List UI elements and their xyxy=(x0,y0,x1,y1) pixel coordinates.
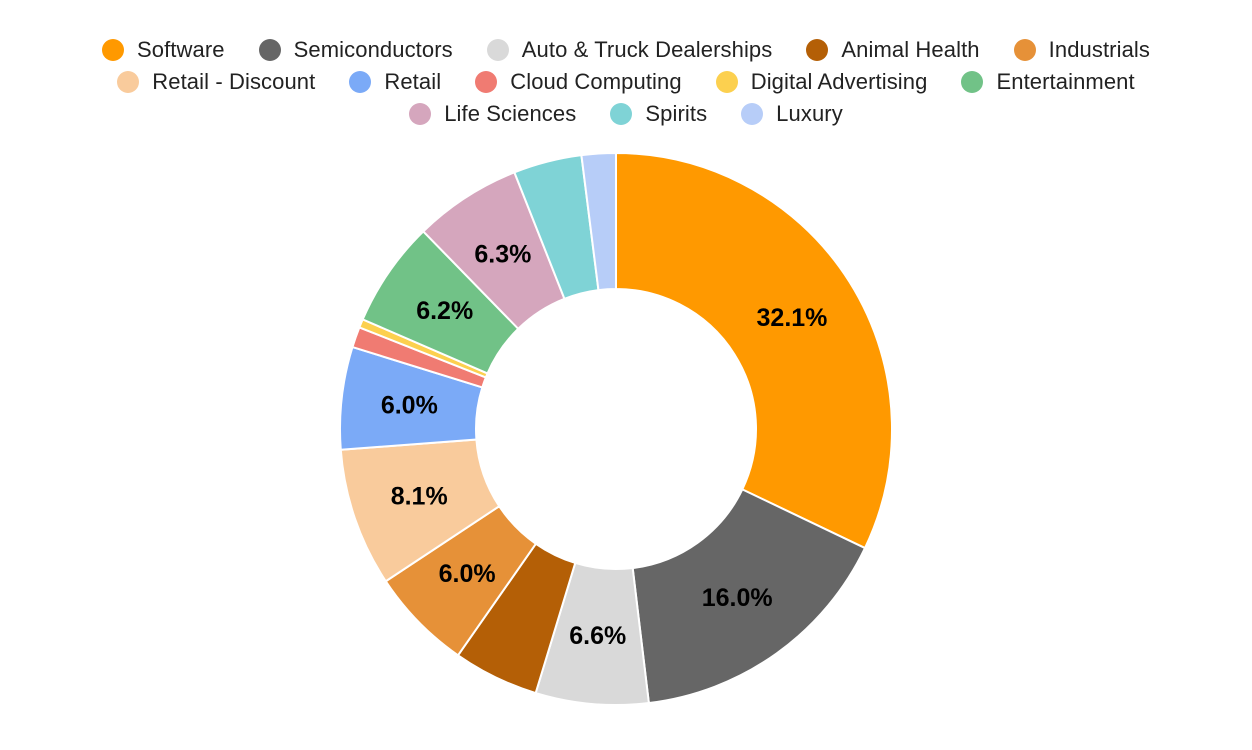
legend-swatch xyxy=(741,103,764,125)
pie-slice[interactable] xyxy=(631,488,867,705)
legend-item[interactable]: Retail - Discount xyxy=(117,69,315,95)
legend-label: Industrials xyxy=(1048,37,1151,62)
pie-slice[interactable] xyxy=(580,151,617,292)
legend-swatch xyxy=(806,39,829,61)
legend-swatch xyxy=(475,71,498,93)
legend-label: Life Sciences xyxy=(444,101,577,126)
legend-swatch xyxy=(610,103,633,125)
slices xyxy=(339,151,893,706)
legend-item[interactable]: Spirits xyxy=(610,101,707,127)
legend-label: Auto & Truck Dealerships xyxy=(521,37,773,62)
legend-label: Retail - Discount xyxy=(152,69,316,94)
legend-label: Luxury xyxy=(776,101,843,126)
legend-item[interactable]: Industrials xyxy=(1013,37,1151,63)
legend-item[interactable]: Retail xyxy=(349,69,441,95)
slice-labels: 32.1% 16.0% 6.6% 6.0% 8.1% 6.0% 6.2% 6.3% xyxy=(381,240,828,650)
legend-row: Retail - Discount Retail Cloud Computing Di… xyxy=(0,67,1252,97)
legend-item[interactable]: Animal Health xyxy=(806,37,980,63)
legend-label: Entertainment xyxy=(996,69,1135,94)
legend-item[interactable]: Life Sciences xyxy=(409,101,576,127)
legend-swatch xyxy=(349,71,372,93)
legend-swatch xyxy=(961,71,984,93)
pie-slice[interactable] xyxy=(615,151,893,550)
legend-label: Cloud Computing xyxy=(510,69,682,94)
legend-item[interactable]: Entertainment xyxy=(961,69,1135,95)
legend-item[interactable]: Luxury xyxy=(741,101,843,127)
slice-label: 6.0% xyxy=(381,392,438,420)
legend-swatch xyxy=(117,71,140,93)
legend-item[interactable]: Cloud Computing xyxy=(475,69,682,95)
legend-item[interactable]: Software xyxy=(101,37,225,63)
legend-label: Digital Advertising xyxy=(750,69,928,94)
slice-label: 6.2% xyxy=(416,297,473,325)
slice-label: 6.3% xyxy=(474,240,531,268)
legend-item[interactable]: Semiconductors xyxy=(258,37,453,63)
legend-row: Life Sciences Spirits Luxury xyxy=(0,99,1252,129)
legend-swatch xyxy=(101,39,124,61)
slice-label: 6.0% xyxy=(439,560,496,588)
legend-label: Retail xyxy=(384,69,442,94)
legend-label: Spirits xyxy=(645,101,708,126)
legend-item[interactable]: Digital Advertising xyxy=(715,69,928,95)
slice-label: 32.1% xyxy=(757,304,828,332)
legend-row: Software Semiconductors Auto & Truck Deale… xyxy=(0,35,1252,65)
legend-swatch xyxy=(1013,39,1036,61)
legend-label: Animal Health xyxy=(841,37,980,62)
legend-swatch xyxy=(715,71,738,93)
legend-swatch xyxy=(258,39,281,61)
legend-swatch xyxy=(409,103,432,125)
slice-label: 16.0% xyxy=(702,584,773,612)
legend-label: Software xyxy=(136,37,225,62)
legend-swatch xyxy=(486,39,509,61)
slice-label: 8.1% xyxy=(391,482,448,510)
slice-label: 6.6% xyxy=(569,622,626,650)
legend-item[interactable]: Auto & Truck Dealerships xyxy=(486,37,773,63)
legend-label: Semiconductors xyxy=(293,37,453,62)
